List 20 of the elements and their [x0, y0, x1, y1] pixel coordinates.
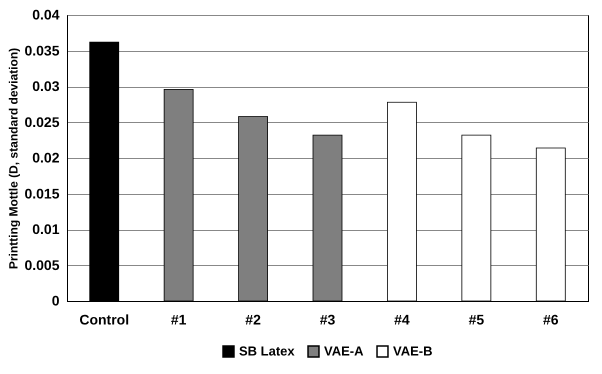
- y-tick-label: 0.04: [32, 6, 60, 22]
- y-tick-label: 0.005: [24, 256, 60, 273]
- x-tick-label: #2: [245, 312, 262, 328]
- y-tick-label: 0.015: [24, 185, 60, 202]
- y-axis-title: Printting Mottle (D, standard deviation): [6, 48, 20, 270]
- y-tick-label: 0: [52, 292, 60, 308]
- legend-label: VAE-B: [393, 344, 432, 359]
- x-tick-label: #4: [394, 312, 410, 328]
- y-tick-label: 0.03: [32, 78, 60, 94]
- y-tick-label: 0.025: [24, 114, 60, 130]
- x-tick-label: #3: [320, 312, 336, 328]
- y-tick-label: 0.02: [32, 150, 60, 166]
- legend-label: VAE-A: [324, 344, 364, 359]
- y-tick-label: 0.01: [32, 221, 60, 237]
- x-tick-label: Control: [79, 312, 130, 328]
- legend-label: SB Latex: [239, 344, 296, 359]
- x-tick-label: #6: [542, 312, 559, 328]
- x-tick-label: #1: [170, 312, 187, 328]
- x-tick-label: #5: [468, 312, 484, 328]
- y-tick-label: 0.035: [24, 42, 60, 58]
